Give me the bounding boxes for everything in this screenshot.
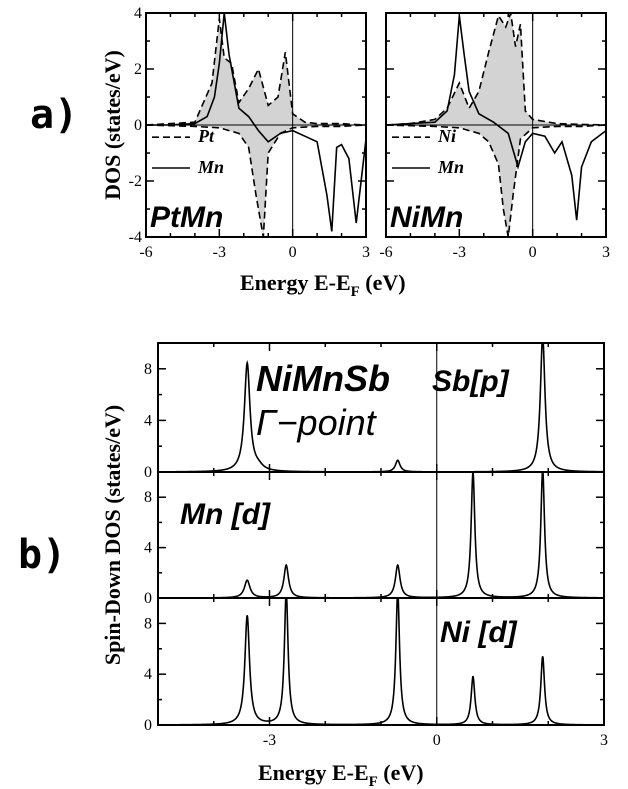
- ylabel-a: DOS (states/eV): [100, 50, 125, 200]
- panel-letter-a: a): [30, 92, 78, 138]
- y-tick-label: 0: [144, 464, 152, 481]
- ylabel-b: Spin-Down DOS (states/eV): [100, 405, 125, 665]
- legend-label: Pt: [197, 126, 215, 146]
- x-tick-label: 3: [602, 244, 610, 261]
- series-mn: [386, 15, 606, 221]
- xlabel-b: Energy E-EF (eV): [258, 760, 424, 789]
- legend-label: Ni: [437, 126, 456, 146]
- y-tick-label: 0: [134, 117, 142, 134]
- y-tick-label: 8: [144, 489, 152, 506]
- y-tick-label: -2: [129, 173, 142, 190]
- xlabel-a: Energy E-EF (eV): [240, 270, 406, 300]
- legend-label: Mn: [437, 157, 464, 177]
- y-tick-label: 4: [144, 666, 152, 683]
- legend-label: Mn: [197, 157, 224, 177]
- fill-area-pt-down: [146, 125, 366, 237]
- panel-label: Sb[p]: [432, 365, 510, 398]
- panel-label: Ni [d]: [440, 616, 518, 649]
- y-tick-label: 4: [134, 5, 142, 22]
- plot-ni-d: 0 4 8 -3 0 3 Ni [d]: [144, 597, 608, 749]
- series-mn: [146, 13, 366, 232]
- series-ni: [386, 13, 606, 126]
- kpoint-label: Γ−point: [256, 402, 378, 443]
- plot-mn-d: 0 4 8 Mn [d]: [144, 471, 605, 607]
- dos-curve: [158, 343, 604, 472]
- y-tick-label: 4: [144, 412, 152, 429]
- x-tick-label: 0: [529, 244, 537, 261]
- series-pt: [146, 18, 366, 126]
- panel-title: PtMn: [150, 201, 223, 234]
- x-tick-label: -6: [379, 244, 392, 261]
- y-tick-label: 4: [144, 540, 152, 557]
- panel-label: Mn [d]: [180, 498, 271, 531]
- panel-title: NiMn: [390, 201, 463, 234]
- y-tick-label: 0: [144, 590, 152, 607]
- fill-area-ni-down: [386, 125, 606, 237]
- dos-curve: [158, 598, 604, 725]
- y-tick-label: 2: [134, 61, 142, 78]
- plot-frame: [157, 597, 605, 726]
- x-tick-label: -3: [453, 244, 466, 261]
- x-tick-label: 0: [289, 244, 297, 261]
- y-tick-label: 0: [144, 717, 152, 734]
- x-tick-label: -6: [139, 244, 152, 261]
- y-tick-label: -4: [129, 229, 142, 246]
- x-tick-label: 3: [362, 244, 370, 261]
- y-tick-label: 8: [144, 615, 152, 632]
- dos-curve: [158, 472, 604, 598]
- y-tick-label: 8: [144, 361, 152, 378]
- x-tick-label: 0: [433, 732, 441, 749]
- series-pt-down: [146, 124, 366, 237]
- series-ni-down: [386, 124, 606, 237]
- x-tick-label: 3: [600, 732, 608, 749]
- x-tick-label: -3: [213, 244, 226, 261]
- material-label: NiMnSb: [256, 358, 390, 399]
- panel-letter-b: b): [18, 532, 66, 578]
- fill-area-pt: [146, 18, 366, 126]
- fill-area-ni: [386, 13, 606, 125]
- x-tick-label: -3: [263, 732, 276, 749]
